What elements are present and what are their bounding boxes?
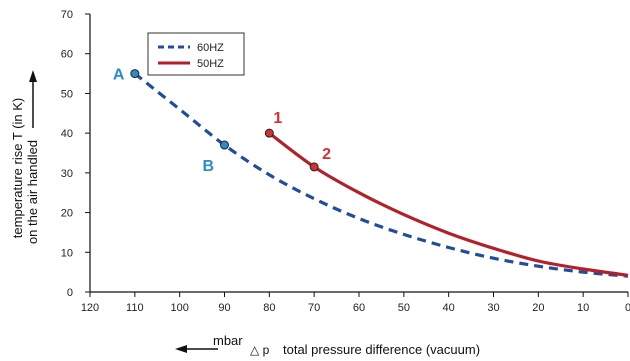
series-line-60hz — [133, 72, 629, 278]
point-label-1: 1 — [273, 110, 282, 127]
point-label-a: A — [113, 67, 125, 84]
legend-label-50hz: 50HZ — [197, 58, 224, 70]
x-tick-label: 10 — [577, 302, 589, 314]
series-line-50hz — [268, 131, 629, 277]
y-tick-label: 30 — [61, 168, 73, 180]
point-marker-b — [220, 140, 229, 150]
x-tick-label: 0 — [625, 302, 630, 314]
point-label-2: 2 — [322, 146, 331, 163]
x-tick-label: 110 — [126, 302, 144, 314]
y-tick-label: 70 — [61, 9, 73, 21]
point-marker-2 — [309, 162, 319, 172]
x-tick-label: 100 — [170, 302, 188, 314]
x-axis-symbol: △ p — [250, 343, 270, 357]
x-axis-label: total pressure difference (vacuum) — [283, 342, 480, 357]
series-layer — [133, 72, 629, 278]
legend-box — [147, 32, 245, 76]
y-tick-label: 0 — [67, 287, 73, 299]
x-axis-unit: mbar — [213, 333, 243, 348]
x-tick-label: 30 — [487, 302, 499, 314]
point-label-b: B — [203, 158, 215, 175]
x-tick-label: 80 — [263, 302, 275, 314]
point-marker-a — [130, 69, 140, 79]
x-tick-label: 60 — [353, 302, 365, 314]
y-tick-label: 50 — [61, 88, 73, 100]
y-axis-label-line1: temperature rise T (in K) — [10, 98, 25, 238]
legend-label-60hz: 60HZ — [197, 42, 224, 54]
x-tick-label: 20 — [532, 302, 544, 314]
x-tick-label: 120 — [81, 302, 99, 314]
y-tick-label: 20 — [61, 208, 73, 220]
x-tick-label: 90 — [218, 302, 230, 314]
legend: 60HZ 50HZ — [147, 32, 245, 76]
y-tick-label: 10 — [61, 247, 73, 259]
x-tick-label: 70 — [308, 302, 320, 314]
y-tick-label: 60 — [61, 49, 73, 61]
y-tick-label: 40 — [61, 128, 73, 140]
x-tick-label: 50 — [398, 302, 410, 314]
y-axis-label: temperature rise T (in K) on the air han… — [10, 98, 40, 244]
y-axis-arrow — [29, 70, 37, 128]
x-tick-label: 40 — [443, 302, 455, 314]
y-axis-label-line2: on the air handled — [25, 140, 40, 244]
x-axis-arrow — [175, 345, 218, 353]
points-layer: A B 1 2 — [113, 67, 331, 175]
point-marker-1 — [264, 128, 274, 138]
